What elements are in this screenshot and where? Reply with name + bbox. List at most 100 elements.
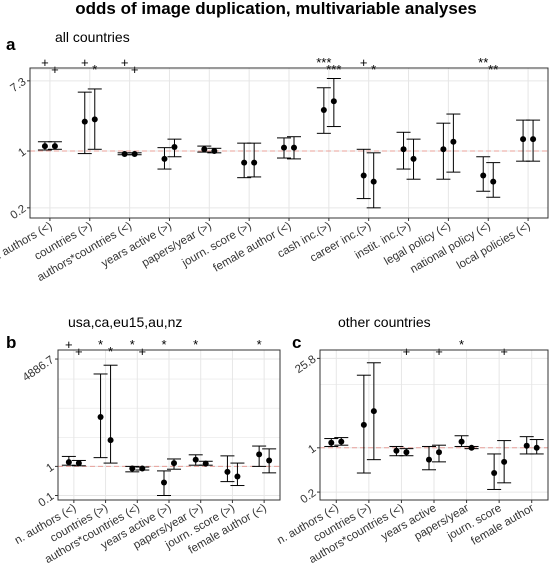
significance-marker: * [371, 62, 376, 77]
y-tick-label: 1 [44, 461, 56, 475]
data-point [338, 438, 345, 445]
data-point [281, 144, 287, 151]
significance-marker: + [435, 344, 443, 359]
significance-marker: + [75, 344, 83, 359]
significance-marker: * [193, 337, 198, 352]
significance-marker: + [51, 62, 59, 77]
data-point [121, 150, 128, 157]
error-bar [103, 364, 118, 464]
data-point [171, 460, 177, 467]
data-point [520, 136, 527, 143]
data-point [501, 458, 508, 465]
y-tick-label: 1 [16, 146, 28, 160]
data-point [291, 144, 297, 151]
data-point [458, 438, 465, 445]
y-tick-label: 25.8 [293, 353, 318, 376]
significance-marker: *** [316, 55, 331, 70]
significance-marker: * [459, 337, 464, 352]
data-point [523, 442, 530, 449]
significance-marker: * [92, 62, 97, 77]
data-point [171, 144, 178, 151]
panel-title: all countries [55, 29, 130, 45]
significance-marker: *** [326, 62, 341, 77]
significance-marker: + [65, 337, 73, 352]
y-tick-label: 4886.7 [21, 354, 57, 384]
data-point [91, 116, 98, 123]
data-point [490, 178, 497, 185]
data-point [41, 143, 48, 150]
significance-marker: + [131, 62, 139, 77]
x-tick-label: local policies (<) [455, 220, 533, 272]
data-point [450, 138, 457, 145]
error-bar [220, 455, 235, 483]
data-point [75, 460, 82, 467]
data-point [533, 444, 540, 451]
data-point [468, 444, 475, 451]
significance-marker: + [360, 55, 368, 70]
significance-marker: + [121, 55, 129, 70]
data-point [251, 159, 258, 166]
panel-letter: a [6, 35, 16, 54]
data-point [320, 106, 327, 113]
data-point [370, 178, 377, 185]
plot-border [319, 349, 549, 501]
data-point [107, 437, 114, 444]
data-point [440, 146, 447, 153]
significance-marker: * [98, 337, 103, 352]
significance-marker: + [403, 344, 411, 359]
data-point [131, 150, 138, 157]
significance-marker: + [500, 344, 508, 359]
data-point [256, 451, 263, 458]
data-point [370, 408, 377, 415]
data-point [330, 98, 337, 105]
data-point [161, 155, 168, 162]
data-point [139, 465, 146, 472]
significance-marker: * [108, 344, 113, 359]
series-1 [47, 77, 541, 209]
data-point [81, 118, 88, 125]
data-point [400, 146, 407, 153]
data-point [403, 449, 410, 456]
significance-marker: * [257, 337, 262, 352]
data-point [360, 172, 367, 179]
data-point [51, 143, 58, 150]
data-point [426, 456, 432, 463]
data-point [393, 447, 400, 454]
data-point [65, 459, 72, 466]
y-tick-label: 0.2 [298, 487, 318, 506]
data-point [241, 159, 248, 166]
significance-marker: + [81, 55, 89, 70]
panel-letter: c [292, 333, 301, 352]
data-point [97, 413, 104, 420]
data-point [234, 473, 241, 480]
significance-marker: * [161, 337, 166, 352]
series-0 [324, 374, 534, 490]
panel-title: other countries [338, 314, 431, 330]
panel-letter: b [6, 333, 16, 352]
series-0 [61, 373, 267, 496]
data-point [530, 136, 537, 143]
series-1 [334, 362, 544, 484]
data-point [480, 172, 487, 179]
data-point [360, 421, 367, 428]
significance-marker: + [41, 55, 49, 70]
plot-border [57, 349, 281, 501]
data-point [129, 465, 136, 472]
y-tick-label: 0.2 [8, 203, 28, 222]
significance-marker: + [138, 344, 146, 359]
data-point [436, 449, 442, 456]
data-point [266, 457, 273, 464]
series-1 [71, 364, 277, 487]
data-point [410, 155, 417, 162]
data-point [202, 460, 209, 467]
panel-title: usa,ca,eu15,au,nz [68, 314, 182, 330]
data-point [201, 146, 208, 153]
data-point [491, 470, 498, 477]
data-point [328, 439, 335, 446]
data-point [192, 456, 199, 463]
significance-marker: ** [488, 62, 498, 77]
figure-title: odds of image duplication, multivariable… [75, 0, 477, 18]
